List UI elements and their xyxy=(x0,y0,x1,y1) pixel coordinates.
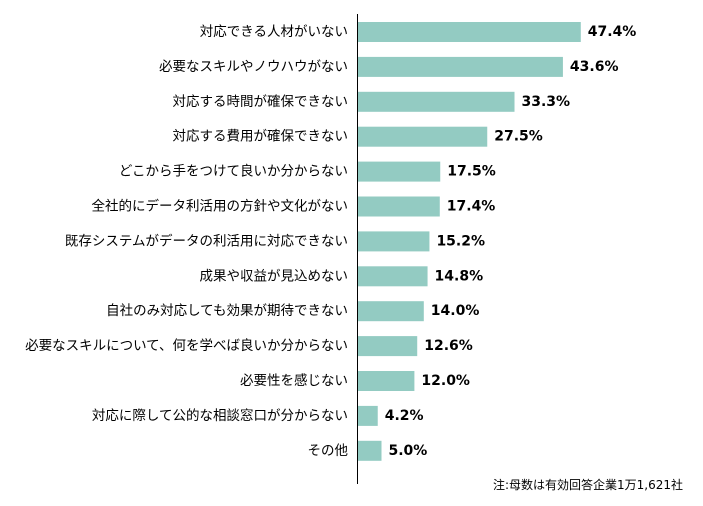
category-label: 対応する費用が確保できない xyxy=(173,129,349,145)
bar xyxy=(358,56,563,77)
category-label: 必要なスキルやノウハウがない xyxy=(159,59,348,75)
data-label: 14.0% xyxy=(431,303,480,319)
category-label: 既存システムがデータの利活用に対応できない xyxy=(65,232,348,249)
bar xyxy=(358,266,428,287)
data-label: 14.8% xyxy=(435,268,484,284)
category-labels: 対応できる人材がいない必要なスキルやノウハウがない対応する時間が確保できない対応… xyxy=(25,24,348,459)
bar xyxy=(358,371,415,391)
data-label: 17.4% xyxy=(447,199,496,215)
data-label: 47.4% xyxy=(588,24,637,40)
data-label: 17.5% xyxy=(447,164,496,180)
data-label: 15.2% xyxy=(436,233,485,249)
category-label: 対応する時間が確保できない xyxy=(173,94,349,110)
data-label: 27.5% xyxy=(494,129,543,145)
category-label: 対応に際して公的な相談窓口が分からない xyxy=(92,407,348,424)
chart-note: 注:母数は有効回答企業1万1,621社 xyxy=(492,478,683,492)
bar xyxy=(358,405,378,426)
data-label: 12.0% xyxy=(421,373,470,389)
bar xyxy=(358,440,382,461)
bar xyxy=(358,126,488,147)
category-label: 必要性を感じない xyxy=(240,372,348,389)
category-label: その他 xyxy=(308,443,349,459)
category-label: 自社のみ対応しても効果が期待できない xyxy=(106,303,348,319)
bars-layer xyxy=(358,22,581,461)
data-label: 33.3% xyxy=(522,94,571,110)
category-label: 成果や収益が見込めない xyxy=(200,268,349,284)
bar xyxy=(358,22,581,42)
data-label: 12.6% xyxy=(424,338,473,354)
category-label: 必要なスキルについて、何を学べば良いか分からない xyxy=(25,338,348,354)
data-label: 5.0% xyxy=(389,443,428,459)
bar xyxy=(358,91,515,112)
category-label: どこから手をつけて良いか分からない xyxy=(119,164,348,180)
bar xyxy=(358,301,424,322)
value-labels: 47.4% 43.6% 33.3% 27.5% 17.5% 17.4% 15.2% 14.8%… xyxy=(385,24,637,459)
data-label: 43.6% xyxy=(570,59,619,75)
bar xyxy=(358,336,418,357)
bar xyxy=(358,161,441,182)
bar xyxy=(358,231,430,252)
bar xyxy=(358,196,440,217)
data-label: 4.2% xyxy=(385,408,424,424)
category-label: 全社的にデータ利活用の方針や文化がない xyxy=(92,198,349,215)
category-label: 対応できる人材がいない xyxy=(200,24,348,40)
